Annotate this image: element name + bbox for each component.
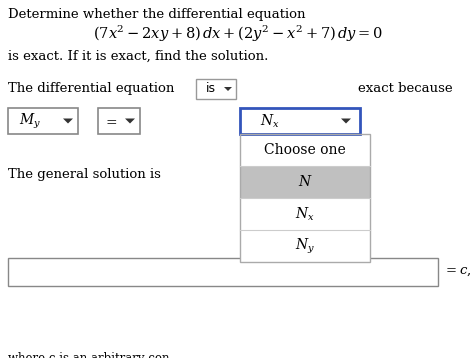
FancyBboxPatch shape (240, 108, 360, 134)
Text: The differential equation: The differential equation (8, 82, 174, 95)
FancyBboxPatch shape (240, 198, 370, 230)
Text: $=$: $=$ (103, 114, 118, 128)
Polygon shape (224, 87, 232, 91)
Text: $M_y$: $M_y$ (19, 111, 41, 131)
Text: $(7x^2 - 2xy + 8)\, dx + (2y^2 - x^2 + 7)\, dy = 0$: $(7x^2 - 2xy + 8)\, dx + (2y^2 - x^2 + 7… (93, 24, 383, 44)
FancyBboxPatch shape (240, 166, 370, 198)
Text: $= c,$: $= c,$ (443, 266, 471, 279)
Text: is: is (206, 82, 216, 96)
Text: The general solution is: The general solution is (8, 168, 161, 181)
Text: where c is an arbitrary con: where c is an arbitrary con (8, 352, 169, 358)
Text: exact because: exact because (358, 82, 453, 95)
Text: $N$: $N$ (298, 174, 312, 189)
Polygon shape (63, 118, 73, 124)
Text: Determine whether the differential equation: Determine whether the differential equat… (8, 8, 306, 21)
FancyBboxPatch shape (98, 108, 140, 134)
Text: is exact. If it is exact, find the solution.: is exact. If it is exact, find the solut… (8, 50, 268, 63)
Text: $N_x$: $N_x$ (260, 112, 280, 130)
FancyBboxPatch shape (196, 79, 236, 99)
Polygon shape (125, 118, 135, 124)
Text: $N_x$: $N_x$ (295, 205, 315, 223)
FancyBboxPatch shape (240, 230, 370, 262)
FancyBboxPatch shape (8, 108, 78, 134)
Text: $N_y$: $N_y$ (295, 236, 315, 256)
FancyBboxPatch shape (240, 134, 370, 166)
Text: Choose one: Choose one (264, 143, 346, 157)
Polygon shape (341, 118, 351, 124)
FancyBboxPatch shape (8, 258, 438, 286)
